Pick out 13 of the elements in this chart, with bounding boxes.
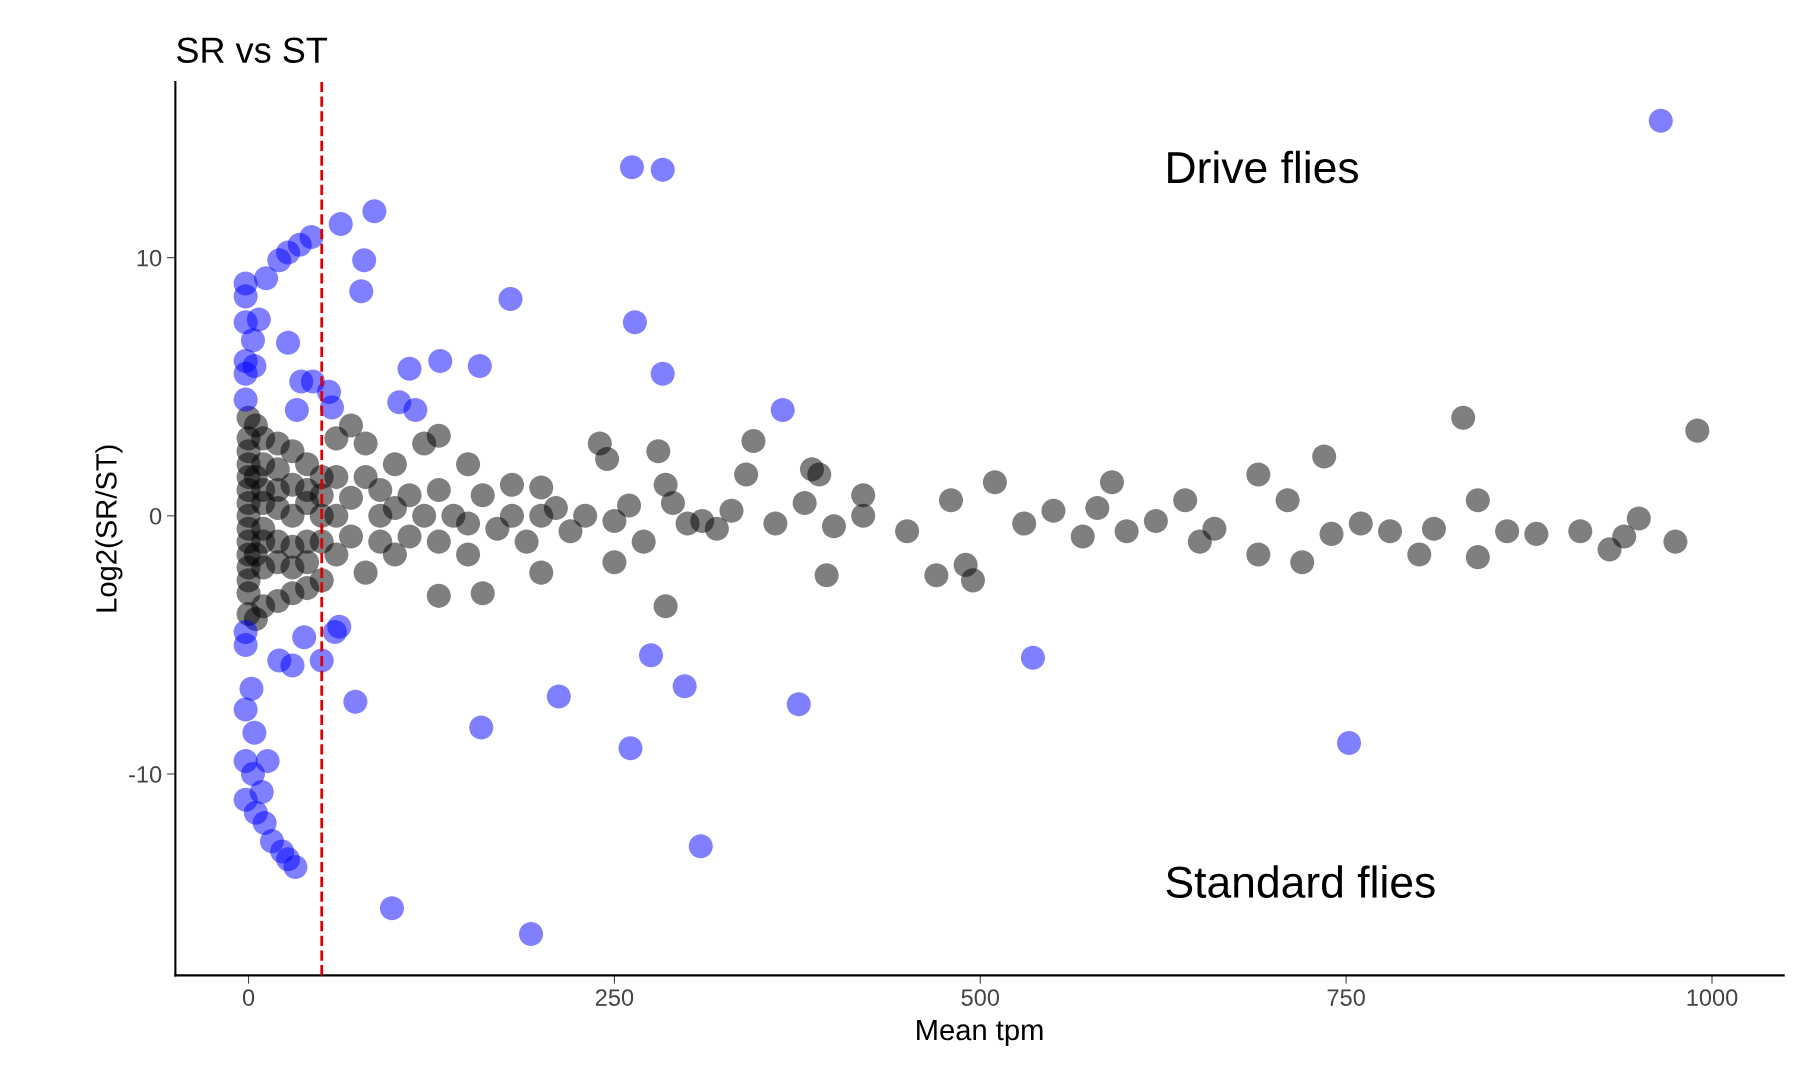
y-tick-label: 0	[149, 507, 162, 525]
chart-title: SR vs ST	[177, 37, 328, 63]
annotation: Standard flies	[1166, 865, 1435, 898]
x-tick-label: 250	[595, 989, 634, 1006]
y-tick-label: -10	[129, 766, 162, 783]
x-tick-label: 750	[1327, 989, 1365, 1006]
y-tick-label: 10	[137, 249, 162, 267]
x-tick-label: 500	[961, 989, 1000, 1006]
x-tick-label: 1000	[1687, 989, 1738, 1006]
x-tick-label: 0	[242, 989, 255, 1006]
x-axis-title: Mean tpm	[917, 1020, 1043, 1047]
y-axis-title: Log2(SR/ST)	[95, 445, 123, 612]
annotation: Drive flies	[1168, 150, 1358, 184]
